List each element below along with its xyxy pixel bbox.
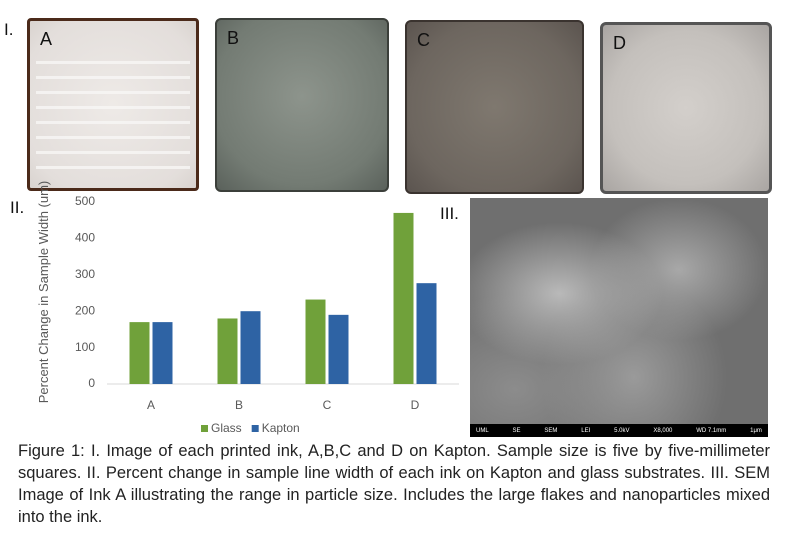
legend-swatch [201, 425, 208, 432]
y-tick-label: 400 [75, 231, 95, 245]
x-tick-label: B [235, 398, 243, 412]
photo-label: A [40, 29, 53, 49]
bar [129, 322, 150, 384]
panel-label: III. [440, 204, 459, 223]
sem-footer-text: SE [512, 427, 521, 434]
bar [240, 311, 261, 384]
sem-footer-text: SEM [544, 427, 558, 434]
panel-label: II. [10, 198, 25, 217]
bar [217, 318, 238, 384]
x-tick-label: A [147, 398, 155, 412]
photo: B [215, 18, 389, 192]
sem-footer-text: UML [476, 427, 489, 434]
sem-footer-text: WD 7.1mm [696, 427, 727, 434]
sem-footer: UML SE SEM LEI 5.0kV X8,000 WD 7.1mm 1μm [470, 424, 768, 437]
photo-label: C [417, 30, 430, 50]
photo-label: D [613, 33, 626, 53]
sem-footer-text: LEI [581, 427, 591, 434]
sem-footer-text: X8,000 [653, 427, 673, 434]
panel-label: I. [4, 20, 14, 39]
y-tick-label: 300 [75, 267, 95, 281]
y-tick-label: 500 [75, 195, 95, 208]
chart: 0 100 200 300 400 500 A B C D Glass Kapton [75, 195, 459, 435]
bar [416, 283, 437, 384]
y-tick-label: 200 [75, 303, 95, 317]
bar [152, 322, 173, 384]
photo: C [405, 20, 584, 194]
bar [393, 212, 414, 384]
x-tick-label: C [323, 398, 332, 412]
caption: Figure 1: I. Image of each printed ink, … [18, 442, 770, 526]
bar [328, 314, 349, 384]
legend-label: Glass [211, 421, 242, 435]
x-tick-label: D [411, 398, 420, 412]
y-tick-label: 0 [88, 376, 95, 390]
y-tick-label: 100 [75, 340, 95, 354]
sem-image: UML SE SEM LEI 5.0kV X8,000 WD 7.1mm 1μm [470, 198, 768, 437]
photo: A [27, 18, 199, 191]
legend-swatch [251, 425, 259, 432]
legend-label: Kapton [262, 421, 300, 435]
bar [305, 299, 326, 384]
sem-footer-text: 5.0kV [614, 427, 630, 434]
sem-footer-text: 1μm [750, 427, 762, 434]
photo-label: B [227, 28, 240, 48]
photo: D [600, 22, 772, 194]
